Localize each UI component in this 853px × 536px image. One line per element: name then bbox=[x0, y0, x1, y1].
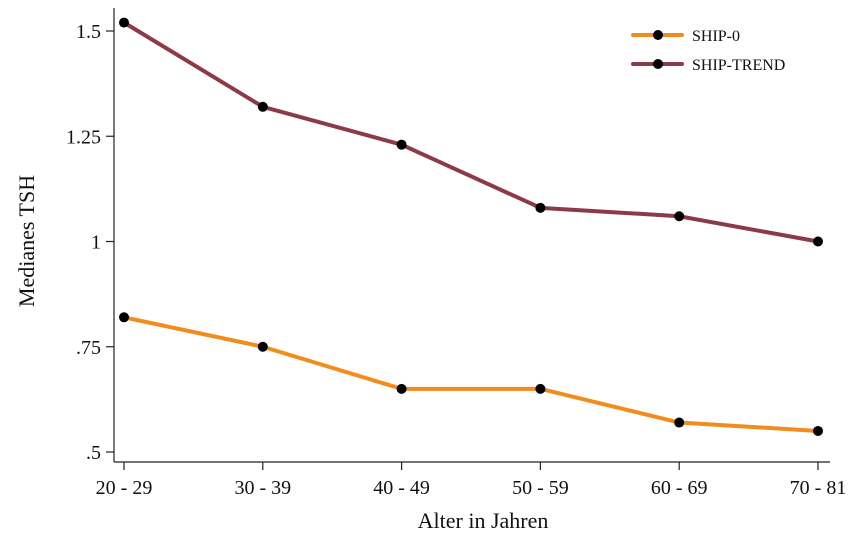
data-point bbox=[535, 383, 546, 394]
x-tick-label: 70 - 81 bbox=[790, 477, 847, 499]
data-point bbox=[674, 417, 685, 428]
axes bbox=[113, 8, 830, 463]
y-ticks: .5 .75 1 1.25 1.5 bbox=[66, 21, 114, 464]
data-point bbox=[535, 202, 546, 213]
legend: SHIP-0 SHIP-TREND bbox=[631, 28, 785, 74]
x-tick-label: 50 - 59 bbox=[512, 477, 569, 499]
legend-label: SHIP-TREND bbox=[692, 57, 785, 74]
series-lines bbox=[122, 20, 820, 433]
data-point bbox=[119, 312, 129, 323]
data-point bbox=[396, 383, 407, 394]
y-tick-label: .75 bbox=[76, 337, 101, 359]
data-point bbox=[257, 101, 268, 112]
x-tick-label: 60 - 69 bbox=[651, 477, 708, 499]
x-axis-title: Alter in Jahren bbox=[418, 508, 549, 533]
x-ticks: 20 - 29 30 - 39 40 - 49 50 - 59 60 - 69 70 - … bbox=[96, 462, 847, 499]
series-line-1 bbox=[122, 20, 820, 244]
data-point bbox=[813, 425, 823, 436]
x-tick-label: 40 - 49 bbox=[373, 477, 430, 499]
data-point bbox=[396, 139, 407, 150]
series-line-0 bbox=[122, 315, 820, 433]
legend-swatch-marker bbox=[653, 30, 663, 40]
series-points bbox=[119, 17, 823, 436]
legend-swatch-marker bbox=[653, 59, 663, 69]
y-axis-title: Medianes TSH bbox=[14, 175, 39, 307]
y-tick-label: 1 bbox=[91, 232, 101, 254]
legend-label: SHIP-0 bbox=[692, 28, 740, 45]
data-point bbox=[119, 17, 129, 28]
y-tick-label: .5 bbox=[86, 442, 101, 464]
x-tick-label: 20 - 29 bbox=[96, 477, 153, 499]
y-tick-label: 1.25 bbox=[66, 126, 101, 148]
data-point bbox=[674, 211, 685, 222]
data-point bbox=[257, 341, 268, 352]
data-point bbox=[813, 236, 823, 247]
y-tick-label: 1.5 bbox=[76, 21, 101, 43]
x-tick-label: 30 - 39 bbox=[234, 477, 291, 499]
